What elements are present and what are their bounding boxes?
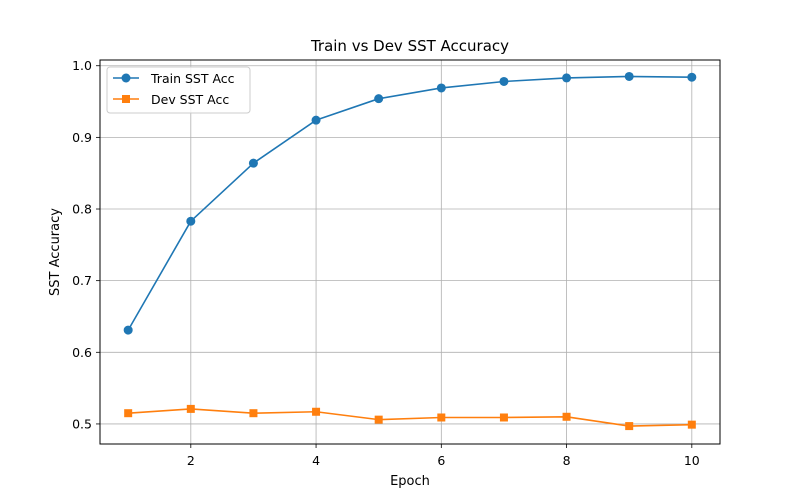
legend-marker-train	[121, 73, 131, 83]
data-point-train	[499, 76, 509, 86]
data-point-train	[248, 158, 258, 168]
x-tick-label: 8	[563, 453, 571, 468]
legend: Train SST Acc Dev SST Acc	[106, 66, 251, 114]
y-axis: 0.5 0.6 0.7 0.8 0.9 1.0	[72, 58, 100, 431]
data-point-train	[186, 216, 196, 226]
x-tick-label: 10	[684, 453, 700, 468]
data-point-train	[687, 72, 697, 82]
data-point-train	[562, 73, 572, 83]
data-point-dev	[437, 413, 446, 422]
data-point-dev	[374, 415, 383, 424]
legend-entry-train: Train SST Acc	[113, 71, 235, 86]
y-tick-label: 0.8	[72, 202, 92, 217]
grid	[100, 60, 720, 444]
data-point-dev	[687, 420, 696, 429]
legend-label-dev: Dev SST Acc	[151, 92, 229, 107]
data-point-dev	[186, 404, 195, 413]
series-layer	[123, 71, 697, 431]
x-tick-label: 6	[437, 453, 445, 468]
data-point-train	[436, 83, 446, 93]
y-tick-label: 1.0	[72, 58, 92, 73]
legend-label-train: Train SST Acc	[150, 71, 235, 86]
series-train	[123, 71, 697, 335]
data-point-train	[123, 325, 133, 335]
series-dev	[124, 404, 696, 431]
plot-area-frame	[99, 59, 721, 445]
legend-frame	[106, 66, 251, 114]
data-point-dev	[625, 422, 634, 431]
y-tick-label: 0.6	[72, 345, 92, 360]
legend-entry-dev: Dev SST Acc	[113, 92, 229, 107]
x-axis-label: Epoch	[390, 474, 430, 489]
data-point-dev	[499, 413, 508, 422]
x-axis: 2 4 6 8 10	[187, 444, 700, 468]
data-point-dev	[312, 407, 321, 416]
series-line-train	[127, 75, 692, 331]
x-tick-label: 4	[312, 453, 320, 468]
y-tick-label: 0.5	[72, 416, 92, 431]
chart-title: Train vs Dev SST Accuracy	[310, 37, 509, 55]
legend-marker-dev	[122, 95, 130, 103]
y-tick-label: 0.9	[72, 130, 92, 145]
data-point-train	[311, 115, 321, 125]
data-point-dev	[562, 412, 571, 421]
data-point-dev	[249, 409, 258, 418]
series-line-dev	[128, 408, 692, 427]
y-axis-label: SST Accuracy	[48, 208, 63, 296]
data-point-train	[624, 71, 634, 81]
x-tick-label: 2	[187, 453, 195, 468]
data-point-dev	[124, 409, 133, 418]
y-tick-label: 0.7	[72, 273, 92, 288]
data-point-train	[374, 94, 384, 104]
